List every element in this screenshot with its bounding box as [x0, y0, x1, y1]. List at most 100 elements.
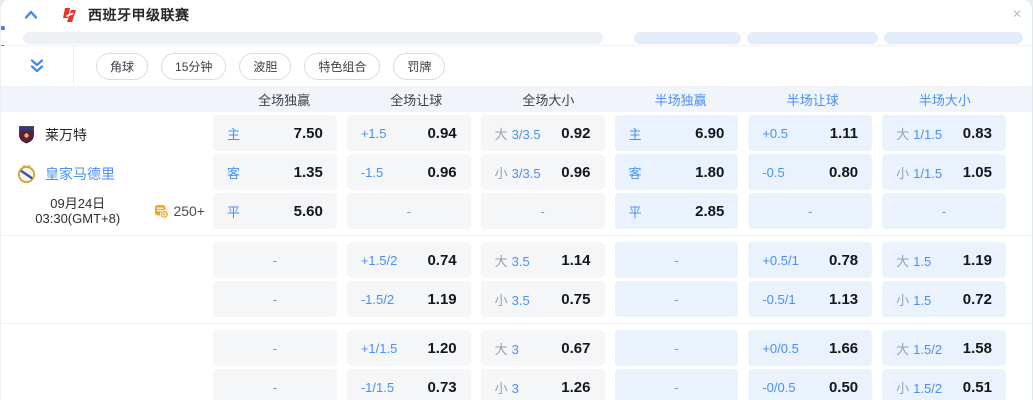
odds-cell[interactable]: +1.5 0.94 — [346, 115, 471, 151]
odds-cell[interactable]: -0.5/1 1.13 — [748, 281, 873, 317]
odds-cell[interactable]: +1/1.5 1.20 — [346, 330, 471, 366]
odds-value: 0.96 — [427, 163, 457, 181]
odds-value: 0.83 — [962, 124, 992, 142]
odds-cell[interactable]: 小 3 1.26 — [480, 369, 605, 400]
odds-cell[interactable]: +0/0.5 1.66 — [748, 330, 873, 366]
home-team-row[interactable]: 莱万特 — [1, 115, 213, 154]
away-team-row[interactable]: 皇家马德里 — [1, 154, 213, 193]
odds-cell[interactable]: +0.5/1 0.78 — [748, 242, 873, 278]
selection-label: 主 — [628, 126, 642, 142]
odds-cell[interactable]: -0.5 0.80 — [748, 154, 873, 190]
selection-label: +1.5/2 — [360, 252, 398, 268]
odds-cell[interactable]: -1.5/2 1.19 — [346, 281, 471, 317]
selection-label: +1/1.5 — [360, 340, 398, 356]
odds-cell[interactable]: 大 1/1.5 0.83 — [882, 115, 1006, 151]
odds-value: 0.78 — [828, 251, 859, 269]
odds-row: 平 5.60 - - 平 2.85 - - — [213, 193, 1006, 229]
odds-cell[interactable]: 小 3.5 0.75 — [480, 281, 605, 317]
odds-value: 0.67 — [561, 339, 591, 357]
odds-cell[interactable]: - — [346, 193, 471, 229]
odds-cell[interactable]: 主 6.90 — [614, 115, 739, 151]
over-under-prefix: 大 — [896, 126, 910, 142]
filter-pill[interactable]: 罚牌 — [393, 52, 446, 80]
odds-value: 0.51 — [962, 378, 992, 396]
odds-cell[interactable]: 大 3/3.5 0.92 — [480, 115, 605, 151]
odds-cell[interactable]: 客 1.35 — [213, 154, 337, 190]
odds-cell[interactable]: 平 5.60 — [213, 193, 337, 229]
odds-cell[interactable]: 平 2.85 — [614, 193, 739, 229]
odds-cell[interactable]: 大 1.5/2 1.58 — [882, 330, 1006, 366]
odds-cell[interactable]: 小 1/1.5 1.05 — [882, 154, 1006, 190]
odds-value: 1.19 — [962, 251, 992, 269]
odds-value: 1.05 — [962, 163, 992, 181]
more-markets-link[interactable]: 250+ — [154, 203, 205, 219]
odds-row: - -1/1.5 0.73 小 3 1.26 - -0/0.5 0.50 小 1.5/2 0.51 — [213, 369, 1006, 400]
over-under-prefix: 小 — [896, 380, 910, 396]
odds-value: 2.85 — [695, 202, 725, 220]
odds-cell[interactable]: - — [614, 369, 739, 400]
close-icon[interactable]: ✕ — [1011, 7, 1022, 21]
odds-cell[interactable]: - — [614, 330, 739, 366]
odds-cell[interactable]: - — [213, 330, 337, 366]
expand-markets-button[interactable] — [1, 46, 74, 86]
no-odds-dash: - — [272, 379, 278, 395]
odds-value: 0.96 — [561, 163, 591, 181]
no-odds-dash: - — [272, 291, 278, 307]
odds-value: 0.80 — [828, 163, 859, 181]
league-title: 西班牙甲级联赛 — [88, 7, 190, 23]
odds-cell[interactable]: - — [882, 193, 1006, 229]
odds-cell[interactable]: 大 3 0.67 — [480, 330, 605, 366]
selection-label: +0.5/1 — [762, 252, 799, 268]
no-odds-dash: - — [674, 252, 679, 268]
over-under-prefix: 大 — [494, 341, 508, 357]
band-strip-halftime — [747, 32, 878, 44]
odds-cell[interactable]: 大 3.5 1.14 — [480, 242, 605, 278]
no-odds-dash: - — [941, 203, 947, 219]
band-strip-fulltime — [23, 32, 603, 44]
over-under-prefix: 大 — [896, 341, 910, 357]
odds-cell[interactable]: - — [213, 242, 337, 278]
chevron-up-icon[interactable] — [23, 7, 39, 23]
over-under-prefix: 小 — [896, 292, 910, 308]
odds-cell[interactable]: 小 1.5/2 0.51 — [882, 369, 1006, 400]
filter-pill[interactable]: 角球 — [96, 52, 149, 80]
odds-cell[interactable]: - — [213, 281, 337, 317]
odds-value: 5.60 — [293, 202, 323, 220]
no-odds-dash: - — [808, 203, 813, 219]
odds-cell[interactable]: - — [614, 242, 739, 278]
odds-cell[interactable]: -1.5 0.96 — [346, 154, 471, 190]
odds-cell[interactable]: 小 1.5 0.72 — [882, 281, 1006, 317]
selection-label: 小 1.5/2 — [896, 380, 943, 396]
no-odds-dash: - — [272, 252, 278, 268]
odds-cell[interactable]: -0/0.5 0.50 — [748, 369, 873, 400]
odds-cell[interactable]: -1/1.5 0.73 — [346, 369, 471, 400]
filter-pill[interactable]: 波胆 — [239, 52, 292, 80]
odds-cell[interactable]: +0.5 1.11 — [748, 115, 873, 151]
match-time-row: 09月24日 03:30(GMT+8) 250+ — [1, 193, 213, 229]
odds-value: 1.20 — [427, 339, 457, 357]
odds-cell[interactable]: 大 1.5 1.19 — [882, 242, 1006, 278]
match-datetime: 09月24日 03:30(GMT+8) — [1, 196, 154, 226]
odds-cell[interactable]: - — [480, 193, 605, 229]
odds-cell[interactable]: 小 3/3.5 0.96 — [480, 154, 605, 190]
selection-label: +0.5 — [762, 125, 788, 141]
selection-label: 小 3/3.5 — [494, 165, 541, 181]
filter-pill[interactable]: 特色组合 — [304, 52, 381, 80]
odds-value: 6.90 — [695, 124, 725, 142]
odds-cell[interactable]: 主 7.50 — [213, 115, 337, 151]
odds-cell[interactable]: 客 1.80 — [614, 154, 739, 190]
selection-label: 大 3/3.5 — [494, 126, 541, 142]
no-odds-dash: - — [674, 379, 679, 395]
no-odds-dash: - — [406, 203, 411, 219]
filter-pill[interactable]: 15分钟 — [161, 52, 227, 80]
selection-label: 大 1.5/2 — [896, 341, 943, 357]
odds-value: 1.14 — [561, 251, 591, 269]
over-under-prefix: 大 — [896, 253, 910, 269]
odds-row: 客 1.35 -1.5 0.96 小 3/3.5 0.96 客 1.80 -0.5 0.80 小 1/1… — [213, 154, 1006, 190]
odds-cell[interactable]: - — [748, 193, 873, 229]
odds-cell[interactable]: - — [213, 369, 337, 400]
odds-cell[interactable]: - — [614, 281, 739, 317]
odds-cell[interactable]: +1.5/2 0.74 — [346, 242, 471, 278]
odds-value: 1.58 — [962, 339, 992, 357]
